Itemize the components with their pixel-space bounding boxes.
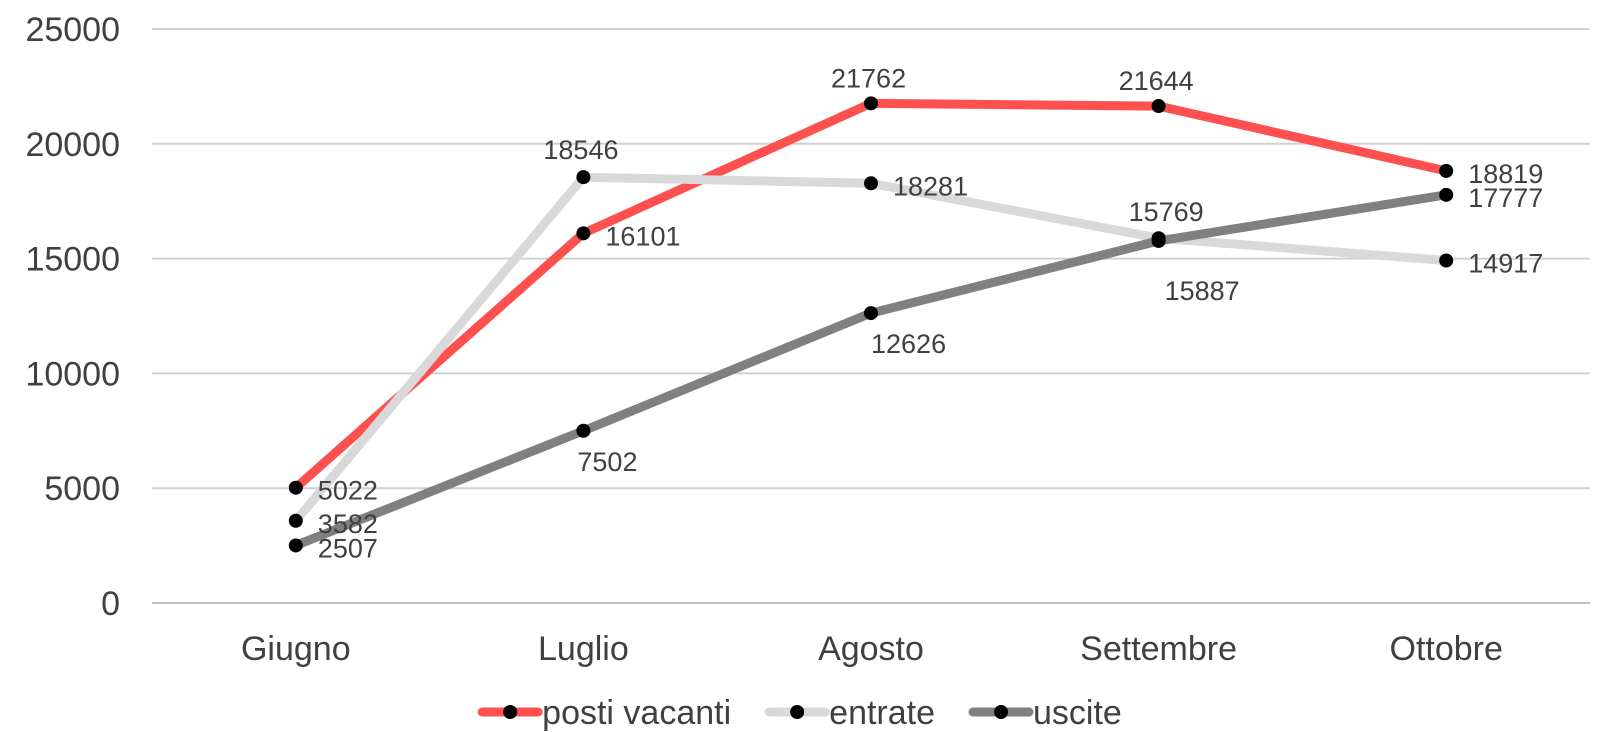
data-label: 15887	[1165, 276, 1240, 306]
series-lines	[291, 98, 1451, 550]
x-tick-label: Settembre	[1080, 630, 1237, 668]
legend-label: entrate	[829, 694, 935, 732]
data-point	[576, 226, 591, 241]
y-tick-label: 5000	[44, 470, 120, 508]
legend-marker	[790, 705, 805, 719]
y-tick-label: 10000	[25, 355, 120, 393]
x-tick-label: Ottobre	[1390, 630, 1503, 668]
x-tick-label: Luglio	[538, 630, 629, 668]
data-label: 12626	[871, 329, 946, 359]
data-label: 2507	[318, 533, 378, 563]
data-point	[1151, 99, 1166, 114]
series-line-0	[291, 98, 1451, 493]
y-tick-label: 25000	[25, 11, 120, 49]
legend: posti vacanti entrate uscite	[477, 694, 1122, 732]
data-point	[864, 96, 878, 111]
data-label: 21762	[831, 63, 906, 93]
legend-label: posti vacanti	[542, 694, 731, 732]
legend-item: posti vacanti	[477, 694, 731, 732]
data-point	[576, 423, 591, 438]
data-point	[1439, 187, 1454, 202]
data-label: 18281	[893, 171, 968, 201]
data-point	[576, 170, 591, 185]
data-point	[864, 306, 878, 321]
data-point	[864, 176, 878, 191]
legend-marker	[994, 705, 1009, 719]
data-point	[288, 538, 303, 553]
legend-label: uscite	[1033, 694, 1122, 732]
data-label: 16101	[605, 221, 680, 251]
data-label: 21644	[1119, 66, 1194, 96]
data-label: 3582	[318, 509, 378, 539]
data-point	[1439, 253, 1454, 268]
data-point	[1151, 233, 1166, 248]
y-axis: 0 5000 10000 15000 20000 25000	[25, 11, 120, 623]
series-points	[288, 96, 1454, 553]
data-label: 17777	[1468, 183, 1543, 213]
data-point	[288, 480, 303, 495]
data-label: 7502	[577, 447, 637, 477]
x-tick-label: Giugno	[241, 630, 351, 668]
data-labels: 5022 16101 21762 21644 18819 3582 18546 18281 15…	[318, 63, 1543, 563]
x-axis: Giugno Luglio Agosto Settembre Ottobre	[241, 630, 1503, 668]
x-tick-label: Agosto	[818, 630, 924, 668]
data-point	[288, 513, 303, 528]
data-label: 18546	[543, 135, 618, 165]
legend-item: entrate	[764, 694, 935, 732]
data-label: 5022	[318, 476, 378, 506]
data-point	[1439, 163, 1454, 178]
y-tick-label: 0	[101, 585, 120, 623]
y-tick-label: 15000	[25, 241, 120, 279]
gridlines	[152, 28, 1590, 604]
data-label: 18819	[1468, 159, 1543, 189]
legend-item: uscite	[968, 694, 1122, 732]
data-label: 14917	[1468, 249, 1543, 279]
y-tick-label: 20000	[25, 126, 120, 164]
data-label: 15769	[1129, 197, 1204, 227]
legend-marker	[503, 705, 518, 719]
